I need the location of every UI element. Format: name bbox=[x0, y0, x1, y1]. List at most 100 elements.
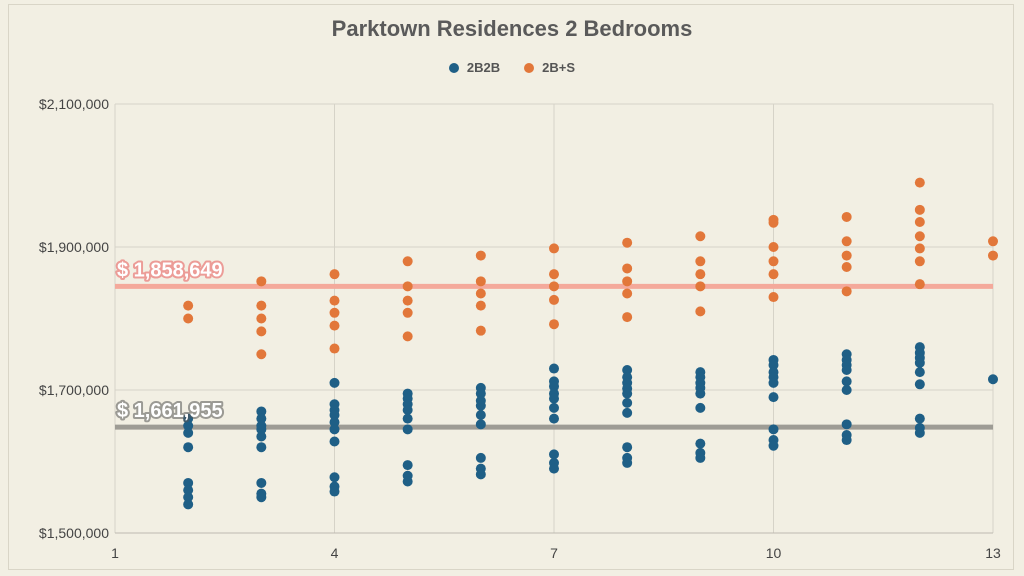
data-point-2bs bbox=[256, 313, 267, 324]
data-point-2b2b bbox=[183, 477, 194, 488]
data-point-2b2b bbox=[768, 377, 779, 388]
data-point-2b2b bbox=[914, 357, 925, 368]
data-point-2bs bbox=[329, 269, 340, 280]
data-point-2bs bbox=[475, 288, 486, 299]
data-point-2b2b bbox=[256, 477, 267, 488]
data-point-2bs bbox=[402, 256, 413, 267]
data-point-2bs bbox=[988, 236, 998, 247]
legend-marker-2bs bbox=[524, 62, 535, 73]
y-tick-label: $1,500,000 bbox=[39, 525, 109, 541]
data-point-2bs bbox=[914, 279, 925, 290]
data-point-2b2b bbox=[402, 476, 413, 487]
data-point-2bs bbox=[695, 269, 706, 280]
data-point-2bs bbox=[256, 300, 267, 311]
data-point-2b2b bbox=[183, 442, 194, 453]
data-point-2b2b bbox=[329, 424, 340, 435]
data-point-2bs bbox=[402, 331, 413, 342]
legend-marker-2b2b bbox=[448, 62, 459, 73]
data-point-2b2b bbox=[549, 402, 559, 413]
data-point-2b2b bbox=[622, 457, 633, 468]
data-point-2bs bbox=[183, 300, 194, 311]
data-point-2b2b bbox=[183, 427, 194, 438]
data-point-2bs bbox=[622, 312, 633, 323]
data-point-2bs bbox=[256, 276, 267, 287]
data-point-2bs bbox=[914, 231, 925, 242]
data-point-2b2b bbox=[695, 388, 706, 399]
data-point-2bs bbox=[914, 177, 925, 188]
data-point-2b2b bbox=[768, 424, 779, 435]
data-point-2b2b bbox=[622, 388, 633, 399]
data-point-2b2b bbox=[329, 486, 340, 497]
data-point-2b2b bbox=[475, 410, 486, 421]
data-point-2bs bbox=[549, 281, 559, 292]
data-point-2b2b bbox=[183, 420, 194, 431]
data-point-2bs bbox=[841, 262, 852, 273]
data-point-2b2b bbox=[622, 397, 633, 408]
data-point-2bs bbox=[549, 269, 559, 280]
data-point-2bs bbox=[475, 250, 486, 261]
data-point-2b2b bbox=[549, 381, 559, 392]
data-point-2bs bbox=[768, 242, 779, 252]
chart-title: Parktown Residences 2 Bedrooms bbox=[331, 16, 693, 41]
y-tick-label: $2,100,000 bbox=[39, 96, 109, 112]
data-point-2bs bbox=[256, 349, 267, 360]
data-point-2b2b bbox=[256, 431, 267, 442]
data-point-2b2b bbox=[914, 427, 925, 438]
data-point-2bs bbox=[329, 295, 340, 306]
data-point-2b2b bbox=[914, 413, 925, 424]
data-point-2bs bbox=[622, 288, 633, 299]
data-point-2bs bbox=[183, 313, 194, 324]
data-point-2b2b bbox=[183, 492, 194, 503]
data-point-2b2b bbox=[549, 463, 559, 474]
legend-item-2bs: 2B+S bbox=[524, 60, 575, 75]
y-tick-label: $1,900,000 bbox=[39, 239, 109, 255]
data-point-2b2b bbox=[402, 424, 413, 435]
data-point-2b2b bbox=[256, 424, 267, 435]
reference-label-glow-0: $ 1,858,649 bbox=[117, 259, 223, 281]
data-point-2b2b bbox=[329, 377, 340, 388]
data-point-2bs bbox=[622, 263, 633, 274]
data-point-2bs bbox=[768, 292, 779, 303]
data-point-2b2b bbox=[475, 419, 486, 430]
data-point-2b2b bbox=[622, 442, 633, 453]
data-point-2bs bbox=[475, 300, 486, 311]
data-point-2bs bbox=[768, 269, 779, 280]
data-point-2b2b bbox=[475, 388, 486, 399]
data-point-2b2b bbox=[256, 442, 267, 453]
data-point-2b2b bbox=[549, 413, 559, 424]
data-point-2b2b bbox=[768, 359, 779, 370]
data-point-2b2b bbox=[256, 406, 267, 417]
data-point-2b2b bbox=[768, 440, 779, 451]
data-point-2bs bbox=[695, 231, 706, 242]
data-point-2bs bbox=[475, 276, 486, 287]
reference-label-glow-1: $ 1,661,955 bbox=[117, 400, 223, 422]
data-point-2b2b bbox=[549, 449, 559, 460]
data-point-2bs bbox=[914, 256, 925, 267]
chart-frame bbox=[8, 4, 1014, 570]
reference-label-1: $ 1,661,955 bbox=[117, 400, 223, 422]
data-point-2b2b bbox=[841, 364, 852, 375]
data-point-2bs bbox=[402, 307, 413, 318]
data-point-2b2b bbox=[475, 452, 486, 463]
legend-label-2bs: 2B+S bbox=[542, 60, 576, 75]
data-point-2bs bbox=[841, 250, 852, 261]
data-point-2bs bbox=[841, 211, 852, 222]
data-point-2b2b bbox=[695, 438, 706, 449]
data-point-2b2b bbox=[183, 499, 194, 510]
legend-label-2b2b: 2B2B bbox=[466, 60, 501, 75]
data-point-2bs bbox=[329, 343, 340, 354]
x-tick-label: 13 bbox=[985, 545, 1001, 561]
data-point-2bs bbox=[988, 250, 998, 261]
data-point-2b2b bbox=[402, 405, 413, 416]
data-point-2b2b bbox=[183, 413, 194, 424]
data-point-2b2b bbox=[622, 364, 633, 375]
data-point-2b2b bbox=[622, 407, 633, 418]
data-point-2b2b bbox=[549, 363, 559, 374]
data-point-2bs bbox=[914, 216, 925, 227]
data-point-2bs bbox=[256, 326, 267, 337]
x-tick-label: 1 bbox=[111, 545, 119, 561]
data-point-2b2b bbox=[183, 485, 194, 496]
data-point-2bs bbox=[549, 294, 559, 305]
data-point-2b2b bbox=[475, 469, 486, 480]
